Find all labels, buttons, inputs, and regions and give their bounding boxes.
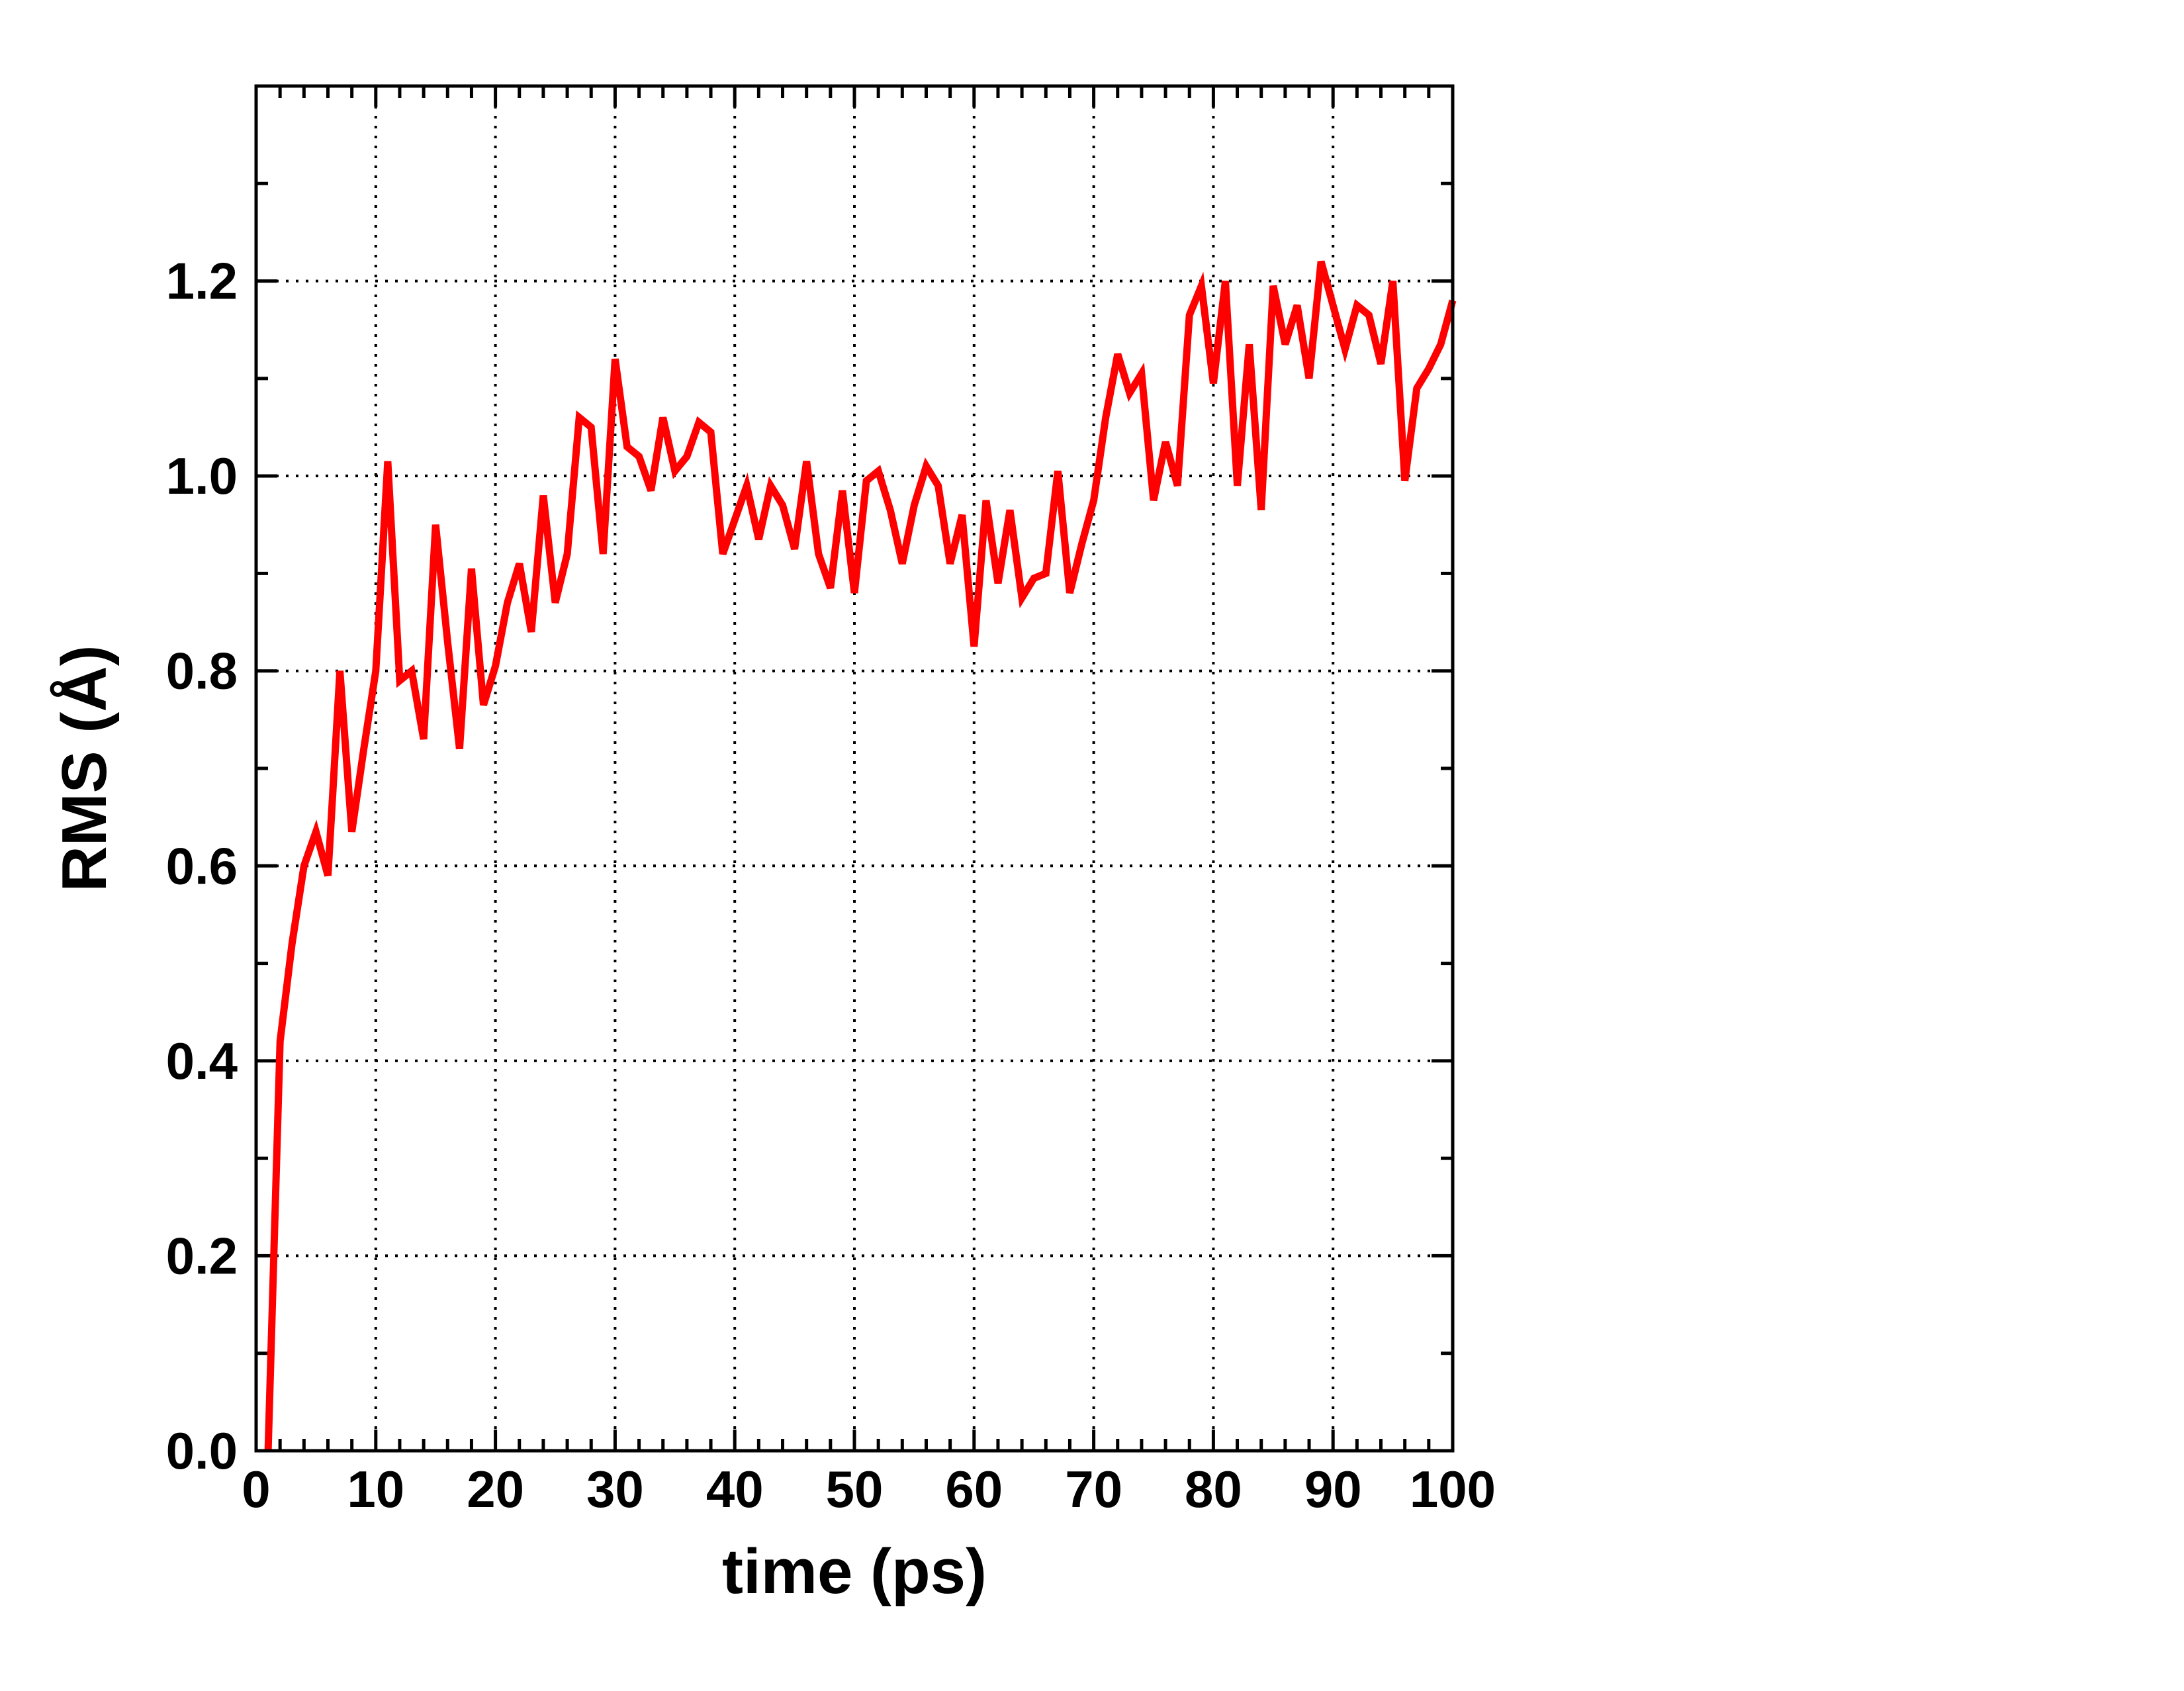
x-tick-label: 10 (347, 1460, 404, 1518)
y-tick-label: 1.2 (166, 252, 238, 310)
y-tick-label: 0.2 (166, 1226, 238, 1285)
x-axis-title: time (ps) (722, 1536, 987, 1607)
series-layer (264, 260, 1457, 1451)
tick-marks (254, 86, 1455, 1453)
x-tick-label: 30 (586, 1460, 644, 1518)
y-tick-label: 0.4 (166, 1032, 238, 1090)
x-tick-label: 90 (1304, 1460, 1362, 1518)
grid-lines (256, 86, 1453, 1451)
y-tick-labels: 0.0 0.2 0.4 0.6 0.8 1.0 1.2 (166, 252, 238, 1480)
y-axis-title: RMS (Å) (49, 645, 120, 891)
y-tick-label: 0.0 (166, 1422, 238, 1480)
x-tick-label: 20 (467, 1460, 524, 1518)
y-tick-label: 0.8 (166, 642, 238, 700)
x-tick-label: 60 (945, 1460, 1003, 1518)
x-tick-label: 0 (242, 1460, 270, 1518)
x-tick-label: 50 (826, 1460, 884, 1518)
x-tick-label: 100 (1410, 1460, 1496, 1518)
series-line-rms (264, 260, 1457, 1451)
plot-frame (254, 84, 1455, 1453)
x-tick-label: 70 (1065, 1460, 1122, 1518)
x-tick-labels: 0 10 20 30 40 50 60 70 80 90 100 (242, 1460, 1496, 1518)
y-tick-label: 0.6 (166, 837, 238, 895)
x-tick-label: 40 (706, 1460, 764, 1518)
x-tick-label: 80 (1185, 1460, 1242, 1518)
y-tick-label: 1.0 (166, 447, 238, 505)
